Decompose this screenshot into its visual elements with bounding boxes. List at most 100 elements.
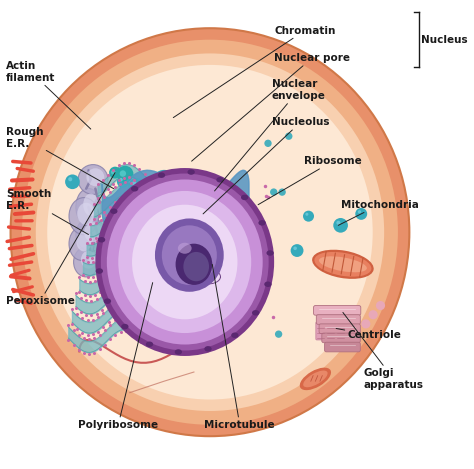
Ellipse shape	[279, 189, 286, 196]
Ellipse shape	[303, 211, 314, 222]
Ellipse shape	[77, 203, 95, 225]
Ellipse shape	[98, 237, 105, 242]
Ellipse shape	[291, 244, 303, 257]
Polygon shape	[102, 170, 249, 225]
Ellipse shape	[107, 180, 263, 345]
Ellipse shape	[162, 225, 217, 285]
Ellipse shape	[73, 247, 99, 277]
Ellipse shape	[76, 218, 106, 251]
Ellipse shape	[337, 221, 340, 225]
Text: Golgi
apparatus: Golgi apparatus	[343, 312, 424, 390]
Ellipse shape	[81, 251, 96, 269]
Ellipse shape	[47, 65, 373, 400]
Ellipse shape	[175, 349, 182, 355]
FancyBboxPatch shape	[325, 342, 360, 352]
Ellipse shape	[68, 177, 73, 182]
Ellipse shape	[119, 178, 123, 182]
Ellipse shape	[188, 169, 195, 175]
Ellipse shape	[121, 324, 128, 329]
Text: Nucleolus: Nucleolus	[203, 117, 329, 214]
Ellipse shape	[119, 170, 126, 177]
Ellipse shape	[65, 174, 80, 189]
FancyBboxPatch shape	[319, 324, 360, 333]
Polygon shape	[102, 170, 249, 225]
Ellipse shape	[76, 231, 91, 251]
Ellipse shape	[264, 281, 272, 287]
Ellipse shape	[285, 133, 292, 140]
Ellipse shape	[305, 213, 309, 216]
Ellipse shape	[86, 168, 104, 186]
Ellipse shape	[333, 218, 348, 233]
Ellipse shape	[132, 181, 137, 186]
Ellipse shape	[69, 197, 99, 234]
Text: Actin
filament: Actin filament	[6, 61, 91, 129]
Ellipse shape	[303, 371, 328, 387]
Ellipse shape	[264, 140, 272, 147]
Ellipse shape	[146, 341, 153, 347]
Ellipse shape	[231, 333, 238, 338]
Text: Centriole: Centriole	[336, 328, 401, 340]
Ellipse shape	[258, 220, 266, 226]
Ellipse shape	[157, 174, 164, 181]
Ellipse shape	[118, 191, 251, 333]
Ellipse shape	[179, 281, 200, 293]
Ellipse shape	[356, 208, 367, 220]
Ellipse shape	[319, 257, 367, 272]
Ellipse shape	[109, 166, 121, 179]
Ellipse shape	[36, 53, 384, 411]
Text: Nuclear pore: Nuclear pore	[191, 53, 350, 161]
Text: Nucleus: Nucleus	[421, 35, 467, 45]
Ellipse shape	[117, 176, 129, 188]
Ellipse shape	[170, 176, 186, 192]
Ellipse shape	[117, 166, 133, 182]
Ellipse shape	[76, 189, 101, 226]
Ellipse shape	[104, 298, 111, 304]
Ellipse shape	[132, 204, 237, 319]
Ellipse shape	[293, 247, 297, 250]
Ellipse shape	[155, 219, 224, 292]
Text: Polyribosome: Polyribosome	[78, 283, 158, 430]
Ellipse shape	[252, 310, 259, 316]
Ellipse shape	[83, 194, 98, 216]
Ellipse shape	[241, 195, 248, 200]
Ellipse shape	[128, 178, 145, 195]
FancyBboxPatch shape	[316, 322, 325, 340]
Ellipse shape	[369, 310, 378, 319]
FancyBboxPatch shape	[314, 305, 361, 315]
Text: Peroxisome: Peroxisome	[6, 173, 115, 306]
Ellipse shape	[275, 331, 283, 338]
Ellipse shape	[111, 170, 116, 174]
Ellipse shape	[158, 173, 165, 178]
Ellipse shape	[312, 250, 374, 279]
Text: Mitochondria: Mitochondria	[338, 200, 419, 225]
Ellipse shape	[84, 222, 102, 242]
Ellipse shape	[183, 252, 209, 281]
Ellipse shape	[10, 28, 410, 436]
Ellipse shape	[175, 244, 212, 285]
Text: Rough
E.R.: Rough E.R.	[6, 128, 114, 189]
FancyBboxPatch shape	[326, 322, 335, 340]
Ellipse shape	[270, 189, 277, 196]
Ellipse shape	[173, 179, 178, 183]
FancyBboxPatch shape	[336, 322, 345, 340]
Text: Ribosome: Ribosome	[258, 156, 362, 204]
Text: Microtubule: Microtubule	[204, 265, 275, 430]
Text: Nuclear
envelope: Nuclear envelope	[215, 79, 326, 191]
Ellipse shape	[69, 227, 94, 260]
Ellipse shape	[216, 177, 224, 182]
Ellipse shape	[314, 252, 372, 277]
FancyBboxPatch shape	[322, 333, 360, 343]
Ellipse shape	[266, 250, 274, 256]
Text: Chromatin: Chromatin	[173, 25, 336, 118]
Ellipse shape	[96, 268, 103, 274]
Ellipse shape	[178, 243, 191, 254]
FancyBboxPatch shape	[316, 315, 360, 325]
Ellipse shape	[361, 319, 370, 328]
Ellipse shape	[152, 170, 176, 194]
Ellipse shape	[300, 368, 331, 390]
Ellipse shape	[95, 168, 274, 356]
Ellipse shape	[78, 165, 108, 194]
Ellipse shape	[204, 346, 212, 352]
Ellipse shape	[22, 40, 398, 425]
Ellipse shape	[110, 208, 118, 214]
